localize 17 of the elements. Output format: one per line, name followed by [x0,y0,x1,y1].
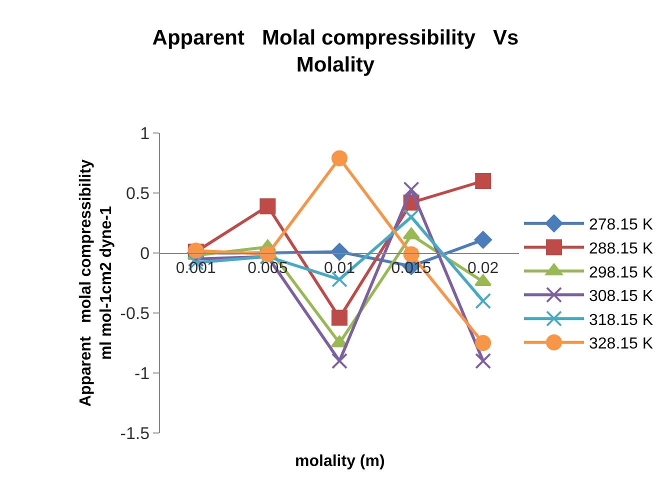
x-tick-label: 0.001 [176,260,216,278]
y-tick-label: -1.5 [120,424,150,443]
chart-title: Apparent Molal compressibility Vs Molality [152,26,519,77]
legend-label: 328.15 K [589,336,654,353]
y-tick-label: -0.5 [120,304,150,323]
x-axis-title: molality (m) [295,453,385,470]
x-tick-label: 0.02 [468,260,499,278]
legend-label: 308.15 K [589,288,654,306]
y-tick-label: 0 [140,244,150,263]
y-axis-title: Apparent molal compressibility ml mol-1cm2 dyne-1 [77,159,116,407]
legend-label: 298.15 K [589,264,654,282]
y-tick-label: -1 [134,364,150,383]
y-tick-label: 0.5 [126,184,150,203]
legend-label: 318.15 K [589,312,654,329]
y-tick-label: 1 [140,124,150,143]
legend-label: 288.15 K [589,240,654,258]
legend-label: 278.15 K [589,216,654,234]
